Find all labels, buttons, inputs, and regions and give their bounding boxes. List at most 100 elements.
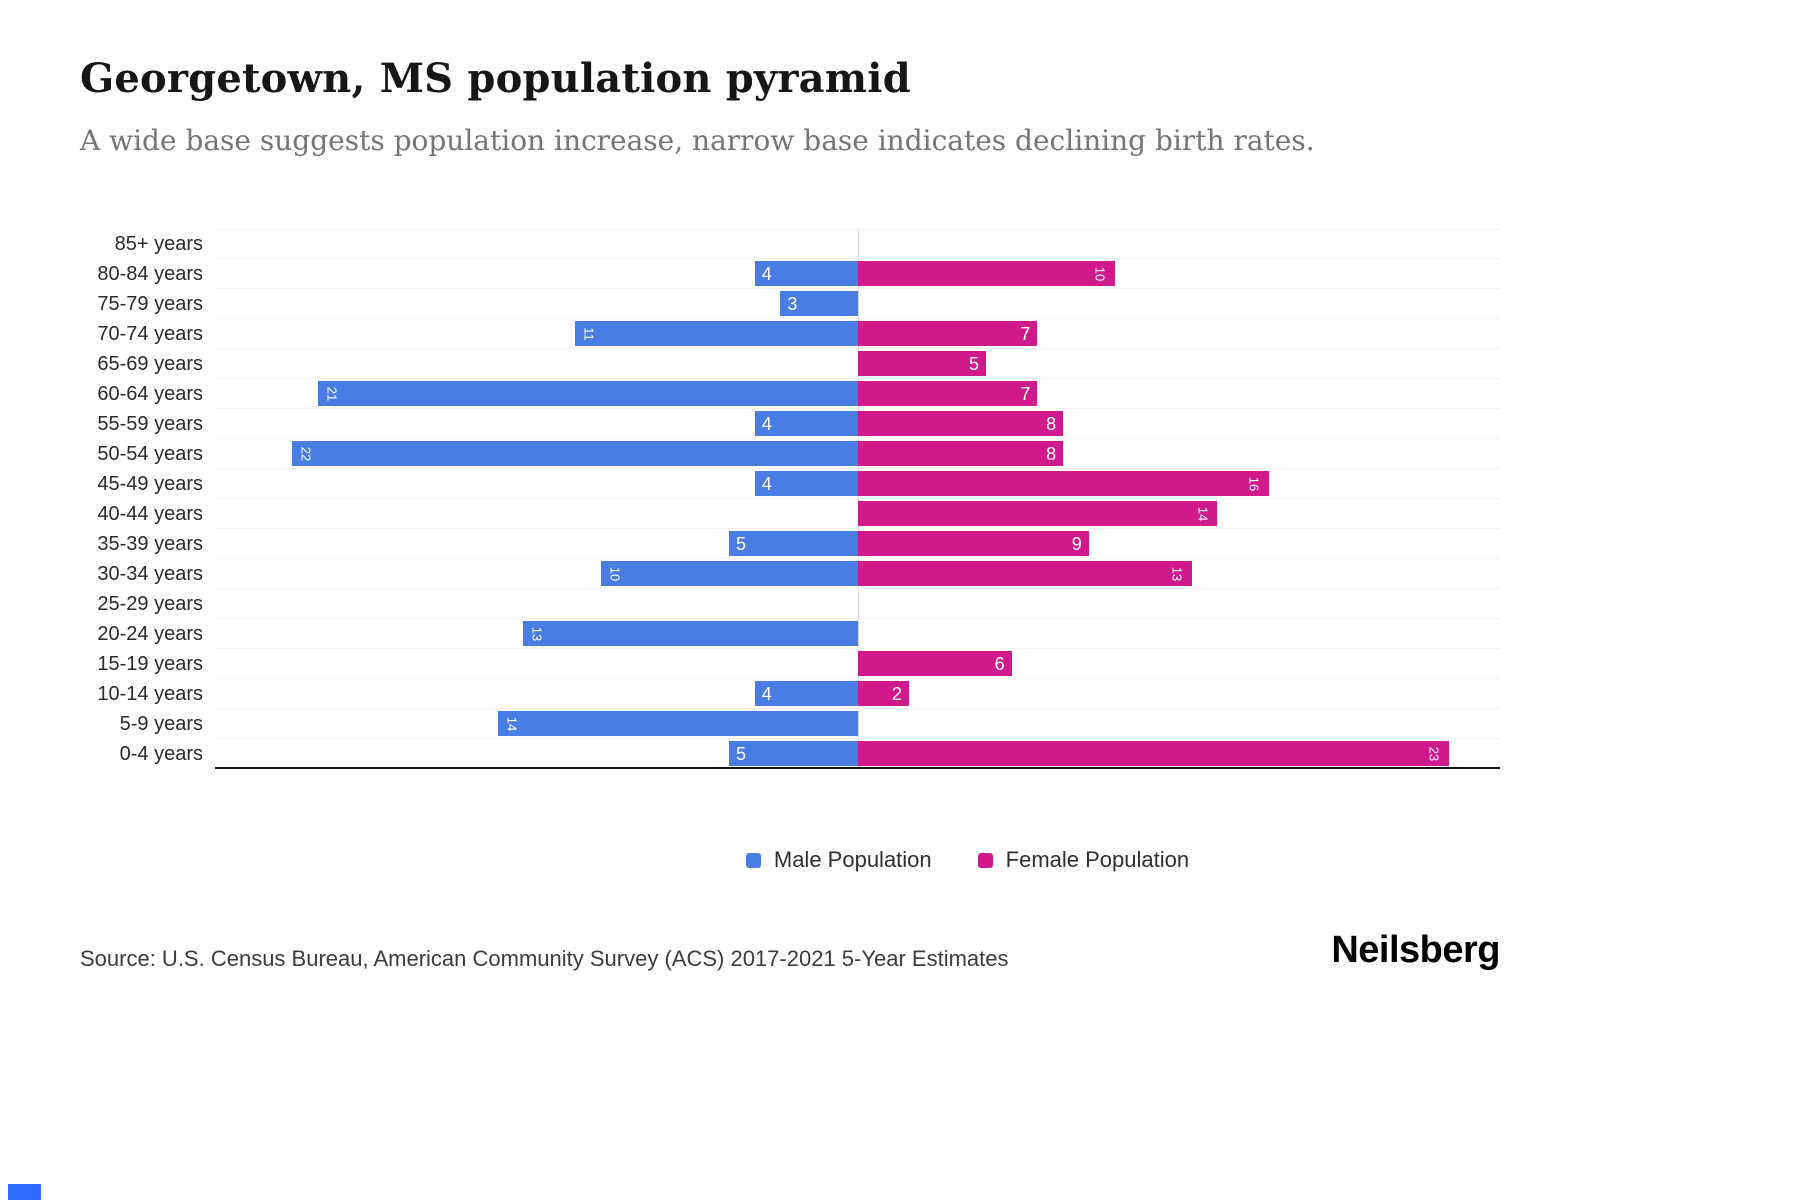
source-text: Source: U.S. Census Bureau, American Com… [80,946,1009,971]
bar-value-label: 2 [891,683,902,704]
chart-row: 45-49 years 4 16 [80,469,1500,499]
female-bar[interactable]: 2 [857,681,909,706]
plot-area: 11 7 [215,319,1500,349]
bar-value-label: 14 [504,716,520,731]
bar-value-label: 23 [1426,746,1442,761]
plot-area: 5 23 [215,739,1500,769]
bar-value-label: 16 [1246,476,1262,491]
category-label: 55-59 years [97,413,203,435]
chart-legend: Male Population Female Population [215,847,1720,873]
female-bar[interactable]: 6 [857,651,1012,676]
female-bar[interactable]: 9 [857,531,1089,556]
chart-row: 75-79 years 3 [80,289,1500,319]
female-bar[interactable]: 8 [857,411,1064,436]
category-label: 85+ years [114,233,203,255]
category-label: 50-54 years [97,443,203,465]
chart-row: 20-24 years 13 [80,619,1500,649]
chart-row: 55-59 years 4 8 [80,409,1500,439]
bar-value-label: 4 [761,413,772,434]
male-bar[interactable]: 14 [497,711,858,736]
female-bar[interactable]: 8 [857,441,1064,466]
male-bar[interactable]: 5 [729,531,858,556]
brand-logo: Neilsberg [1331,929,1500,971]
male-bar[interactable]: 13 [523,621,858,646]
bar-value-label: 4 [761,263,772,284]
female-bar[interactable]: 23 [857,741,1449,766]
chart-row: 30-34 years 10 13 [80,559,1500,589]
category-label: 0-4 years [119,743,203,765]
chart-row: 10-14 years 4 2 [80,679,1500,709]
chart-row: 40-44 years 14 [80,499,1500,529]
male-bar[interactable]: 22 [292,441,858,466]
male-bar[interactable]: 4 [754,261,858,286]
chart-row: 35-39 years 5 9 [80,529,1500,559]
chart-row: 0-4 years 5 23 [80,739,1500,769]
legend-item-female[interactable]: Female Population [977,847,1189,873]
female-bar[interactable]: 7 [857,321,1038,346]
chart-footer: Source: U.S. Census Bureau, American Com… [80,929,1500,972]
bar-value-label: 5 [736,743,747,764]
chart-rows: 85+ years 80-84 years 4 10 75-79 years 3 70-74… [80,229,1500,769]
female-bar[interactable]: 16 [857,471,1269,496]
chart-row: 70-74 years 11 7 [80,319,1500,349]
plot-area: 5 [215,349,1500,379]
female-bar[interactable]: 14 [857,501,1218,526]
chart-title: Georgetown, MS population pyramid [80,55,911,102]
bar-value-label: 3 [787,293,798,314]
male-bar[interactable]: 4 [754,411,858,436]
category-label: 5-9 years [119,713,203,735]
legend-item-male[interactable]: Male Population [745,847,932,873]
chart-row: 5-9 years 14 [80,709,1500,739]
female-bar[interactable]: 10 [857,261,1115,286]
female-bar[interactable]: 13 [857,561,1192,586]
plot-area: 13 [215,619,1500,649]
male-bar[interactable]: 11 [574,321,858,346]
male-bar[interactable]: 4 [754,471,858,496]
category-label: 70-74 years [97,323,203,345]
population-pyramid-chart: 85+ years 80-84 years 4 10 75-79 years 3 70-74… [80,229,1500,769]
category-label: 60-64 years [97,383,203,405]
plot-area: 10 13 [215,559,1500,589]
bar-value-label: 8 [1046,443,1057,464]
chart-row: 60-64 years 21 7 [80,379,1500,409]
female-bar[interactable]: 5 [857,351,986,376]
bar-value-label: 6 [994,653,1005,674]
bar-value-label: 4 [761,473,772,494]
male-bar[interactable]: 4 [754,681,858,706]
x-axis-line [215,767,1500,769]
plot-area: 6 [215,649,1500,679]
bar-value-label: 8 [1046,413,1057,434]
plot-area: 4 16 [215,469,1500,499]
category-label: 20-24 years [97,623,203,645]
plot-area: 22 8 [215,439,1500,469]
bar-value-label: 14 [1195,506,1211,521]
male-bar[interactable]: 10 [600,561,858,586]
footer-accent [8,1184,41,1200]
bar-value-label: 7 [1020,383,1031,404]
category-label: 25-29 years [97,593,203,615]
category-label: 80-84 years [97,263,203,285]
bar-value-label: 10 [1092,266,1108,281]
bar-value-label: 13 [530,626,546,641]
male-legend-label: Male Population [773,847,932,872]
chart-subtitle: A wide base suggests population increase… [80,124,1315,157]
plot-area: 14 [215,709,1500,739]
bar-value-label: 5 [968,353,979,374]
bar-value-label: 13 [1169,566,1185,581]
female-bar[interactable]: 7 [857,381,1038,406]
bar-value-label: 9 [1071,533,1082,554]
chart-row: 85+ years [80,229,1500,259]
chart-row: 15-19 years 6 [80,649,1500,679]
category-label: 40-44 years [97,503,203,525]
category-label: 65-69 years [97,353,203,375]
male-legend-swatch [745,852,761,868]
bar-value-label: 10 [607,566,623,581]
male-bar[interactable]: 5 [729,741,858,766]
male-bar[interactable]: 21 [317,381,858,406]
bar-value-label: 22 [298,446,314,461]
male-bar[interactable]: 3 [780,291,858,316]
plot-area: 4 10 [215,259,1500,289]
